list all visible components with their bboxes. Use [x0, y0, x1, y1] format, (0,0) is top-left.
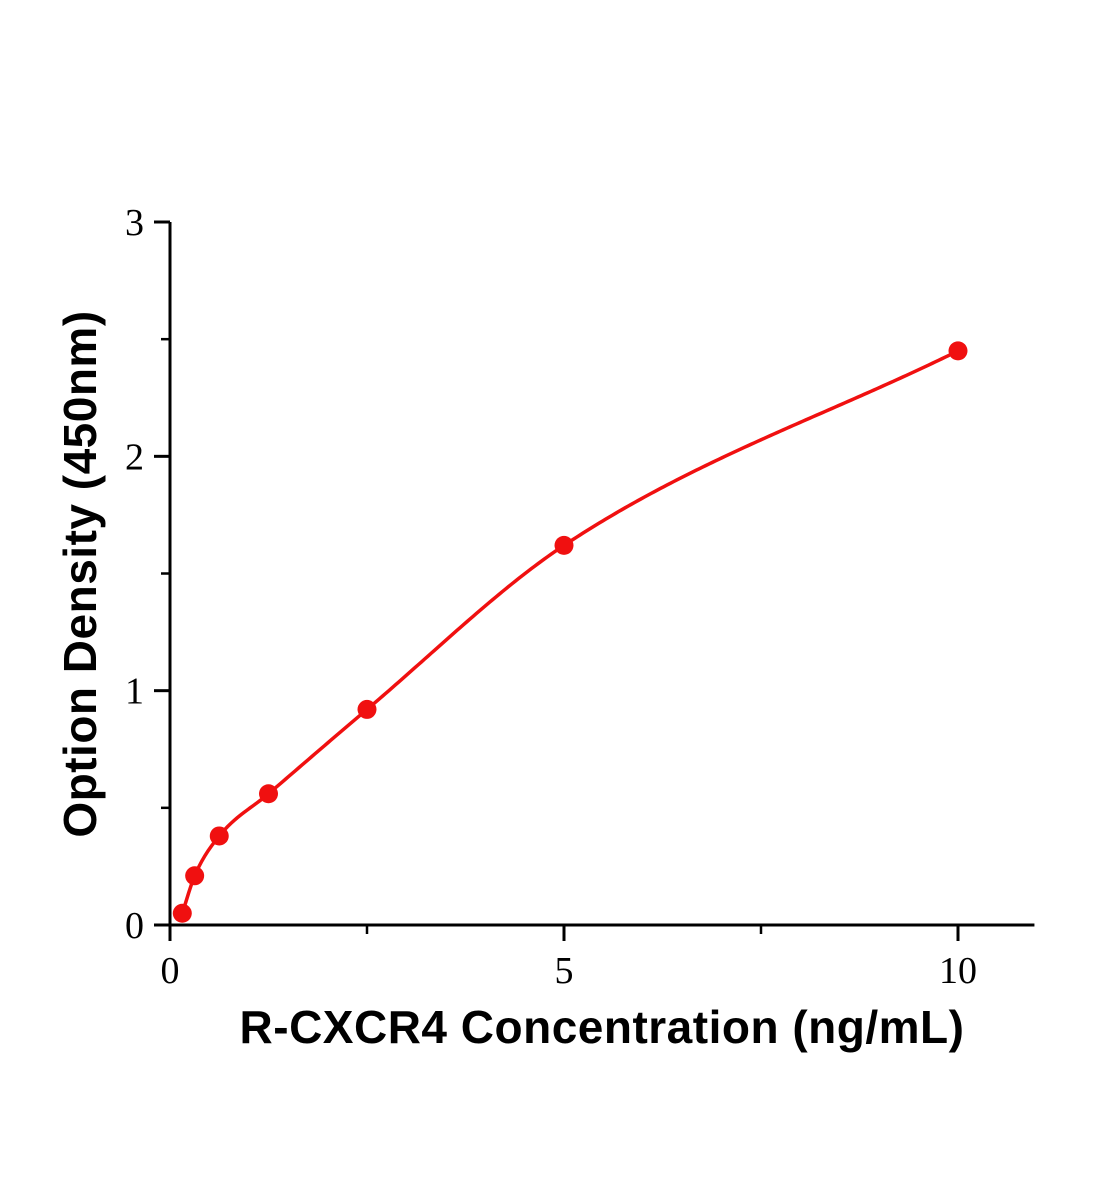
x-tick-label: 0	[161, 950, 180, 992]
y-tick-label: 2	[125, 436, 144, 478]
fit-curve	[180, 349, 960, 916]
y-tick-label: 0	[125, 905, 144, 947]
y-tick-label: 3	[125, 202, 144, 244]
data-point	[948, 341, 968, 361]
data-point	[172, 903, 192, 923]
data-point	[357, 699, 377, 719]
x-axis-title: R-CXCR4 Concentration (ng/mL)	[239, 1001, 965, 1053]
y-axis-title: Option Density (450nm)	[54, 310, 106, 838]
x-tick-label: 5	[555, 950, 574, 992]
data-point	[554, 535, 574, 555]
y-tick-label: 1	[125, 671, 144, 713]
data-point	[185, 866, 205, 886]
data-point	[209, 826, 229, 846]
x-tick-label: 10	[939, 950, 977, 992]
data-point	[259, 784, 278, 804]
